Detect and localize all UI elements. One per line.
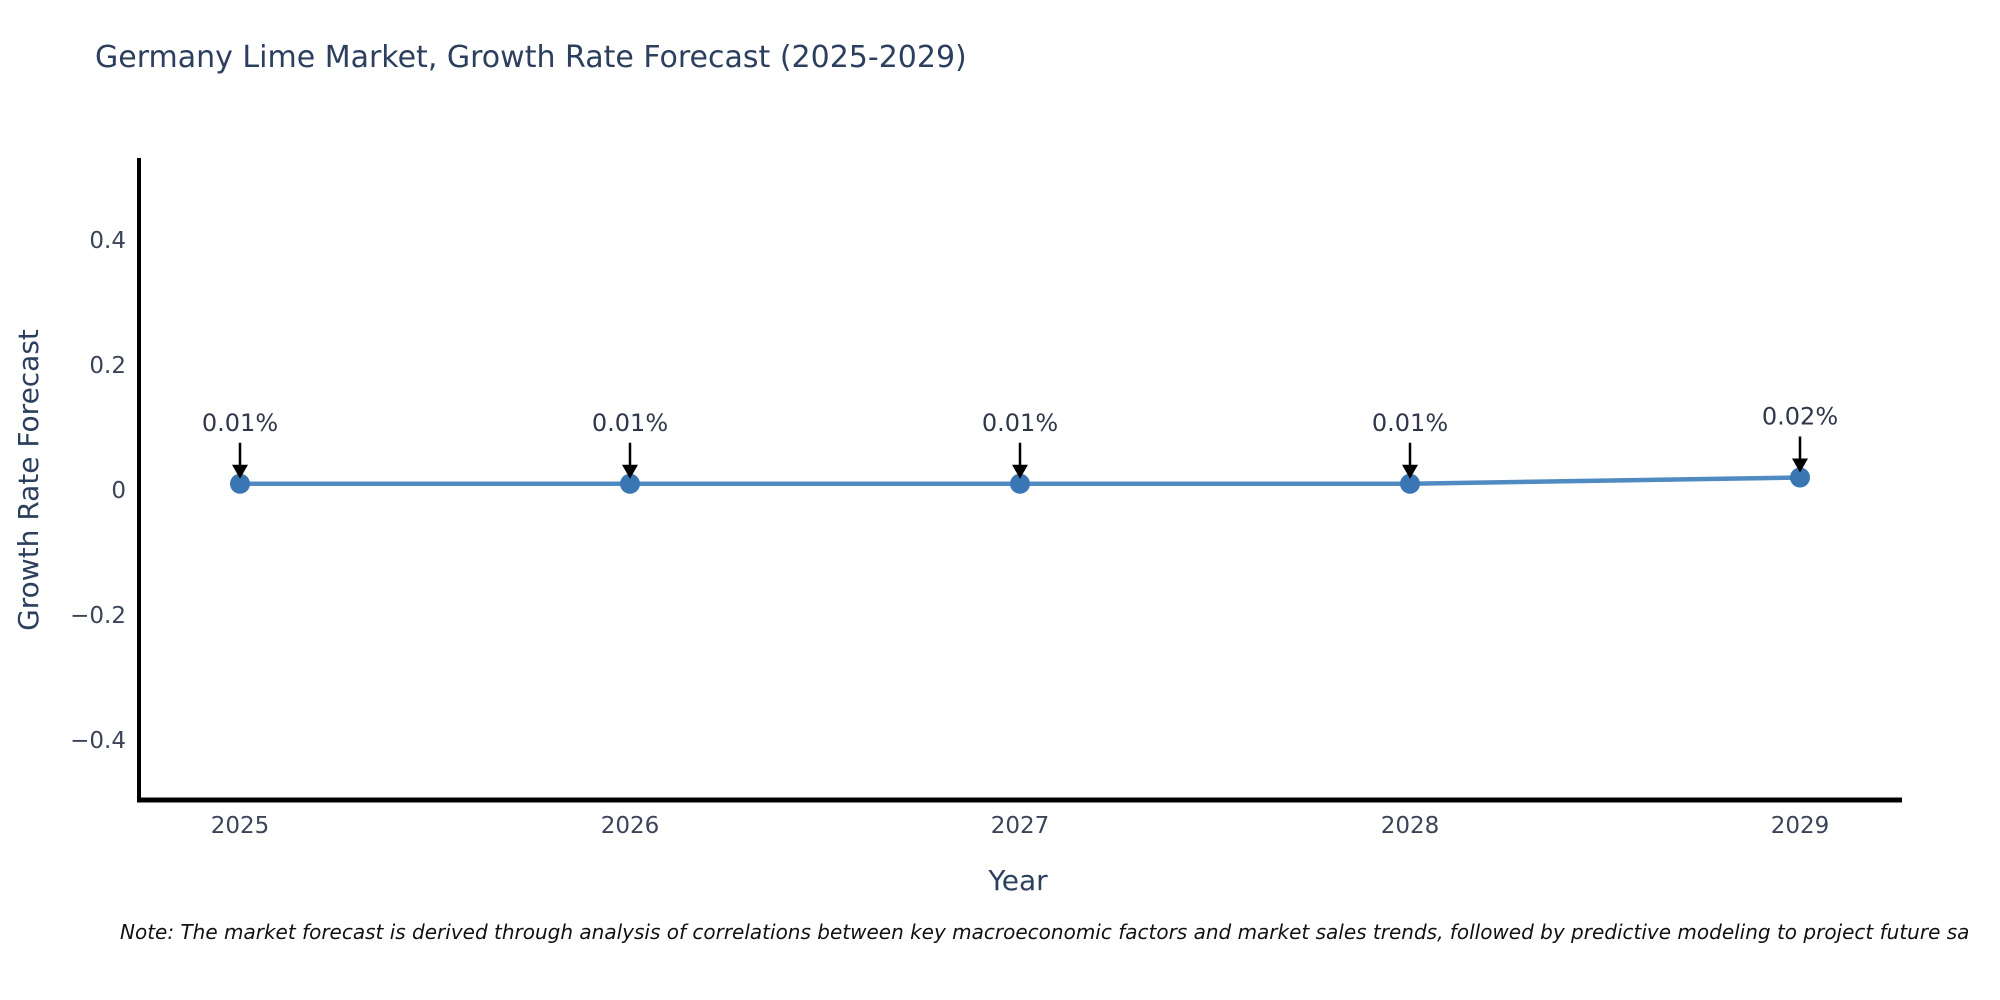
x-tick-label: 2028: [1381, 813, 1440, 839]
annotation-label: 0.01%: [982, 409, 1058, 437]
annotation-label: 0.02%: [1762, 403, 1838, 431]
annotation-arrowhead: [1402, 464, 1418, 479]
y-tick-label: 0.4: [89, 228, 126, 254]
annotation-arrowhead: [232, 464, 248, 479]
data-point-marker: [1010, 473, 1030, 494]
chart-title: Germany Lime Market, Growth Rate Forecas…: [95, 40, 967, 75]
y-tick-label: −0.4: [70, 728, 126, 754]
x-tick-label: 2026: [601, 813, 660, 839]
data-point-marker: [1400, 473, 1420, 494]
annotation-label: 0.01%: [202, 409, 278, 437]
footnote: Note: The market forecast is derived thr…: [120, 920, 1970, 944]
y-tick-label: 0.2: [89, 353, 126, 379]
y-tick-label: 0: [111, 478, 126, 504]
x-axis-title: Year: [988, 864, 1048, 897]
annotation-arrowhead: [1012, 464, 1028, 479]
annotation-arrowhead: [1792, 458, 1808, 473]
x-tick-label: 2025: [211, 813, 270, 839]
y-tick-label: −0.2: [70, 603, 126, 629]
annotation-arrowhead: [622, 464, 638, 479]
x-tick-label: 2029: [1771, 813, 1830, 839]
annotation-label: 0.01%: [592, 409, 668, 437]
annotation-label: 0.01%: [1372, 409, 1448, 437]
data-point-marker: [620, 473, 640, 494]
data-point-marker: [230, 473, 250, 494]
x-tick-label: 2027: [991, 813, 1050, 839]
data-point-marker: [1790, 467, 1810, 488]
